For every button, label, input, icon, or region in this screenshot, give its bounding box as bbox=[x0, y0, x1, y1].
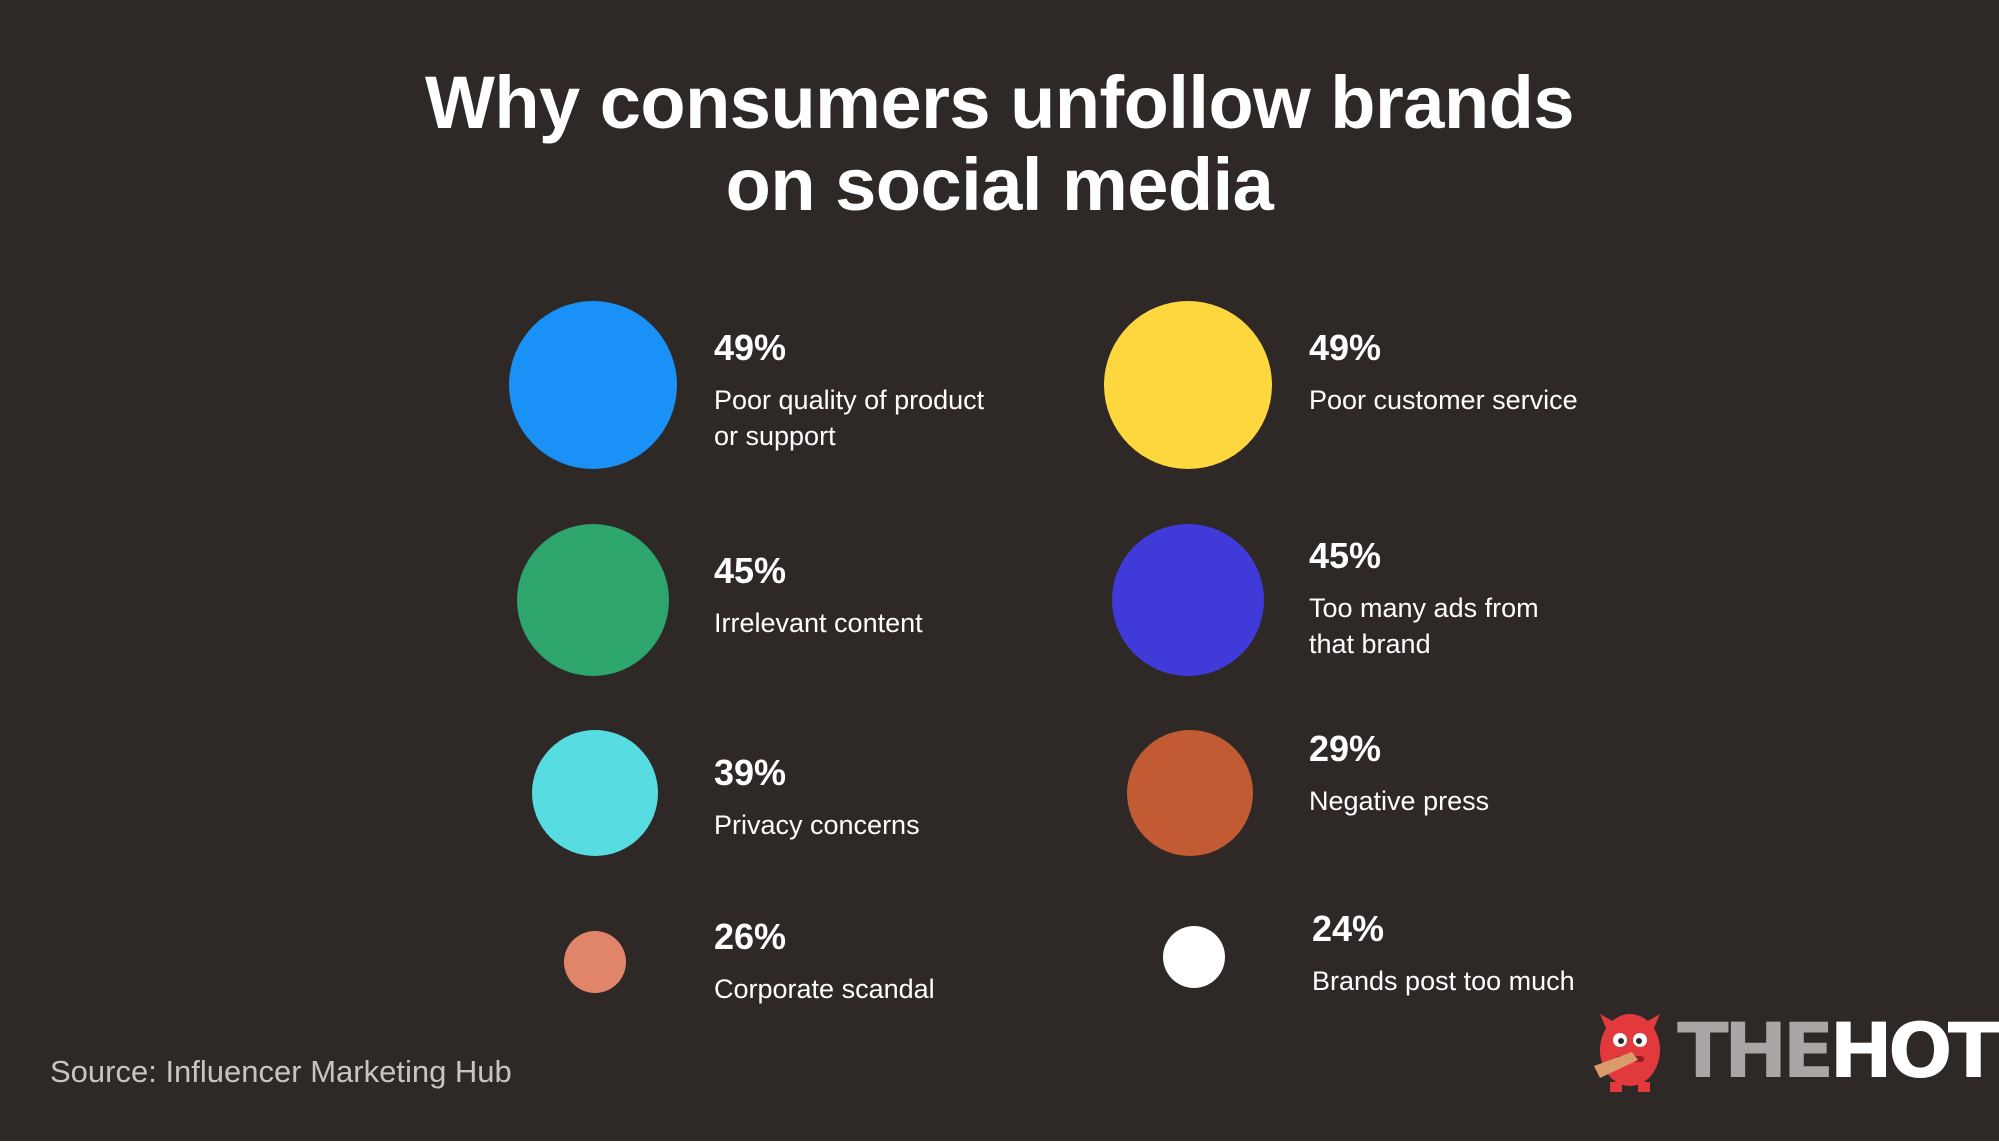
value-label: 26% bbox=[714, 916, 787, 957]
bubble-circle bbox=[517, 524, 669, 676]
brand-logo: THEHOTH bbox=[1592, 1008, 1999, 1094]
chart-title: Why consumers unfollow brands on social … bbox=[0, 62, 1999, 226]
value-label: 49% bbox=[714, 327, 787, 368]
value-label: 24% bbox=[1312, 908, 1385, 949]
category-label: Brands post too much bbox=[1312, 966, 1575, 996]
category-label: Privacy concerns bbox=[714, 810, 920, 840]
logo-wordmark: THEHOTH bbox=[1677, 1008, 1999, 1094]
category-label: that brand bbox=[1309, 629, 1431, 659]
bubble-circle bbox=[1163, 926, 1225, 988]
category-label: Irrelevant content bbox=[714, 608, 923, 638]
bubble-circle bbox=[564, 931, 626, 993]
value-label: 45% bbox=[1309, 535, 1382, 576]
source-note: Source: Influencer Marketing Hub bbox=[50, 1054, 512, 1089]
category-label: Too many ads from bbox=[1309, 593, 1539, 623]
value-label: 45% bbox=[714, 550, 787, 591]
value-label: 39% bbox=[714, 752, 787, 793]
title-line-2: on social media bbox=[725, 143, 1274, 226]
bubble-circle bbox=[1127, 730, 1253, 856]
value-label: 29% bbox=[1309, 728, 1382, 769]
bubble-circle bbox=[532, 730, 658, 856]
category-label: Poor quality of product bbox=[714, 385, 985, 415]
value-label: 49% bbox=[1309, 327, 1382, 368]
category-label: Negative press bbox=[1309, 786, 1490, 816]
bubble-circle bbox=[1112, 524, 1264, 676]
logo-the-text: THE bbox=[1677, 1006, 1834, 1095]
logo-hoth-text: HOTH bbox=[1829, 1006, 1999, 1095]
bubble-circle bbox=[509, 301, 677, 469]
title-line-1: Why consumers unfollow brands bbox=[424, 61, 1575, 144]
bubble-circle bbox=[1104, 301, 1272, 469]
category-label: Corporate scandal bbox=[714, 974, 935, 1004]
category-label: Poor customer service bbox=[1309, 385, 1578, 415]
hoth-monster-icon bbox=[1594, 1014, 1660, 1092]
category-label: or support bbox=[714, 421, 836, 451]
